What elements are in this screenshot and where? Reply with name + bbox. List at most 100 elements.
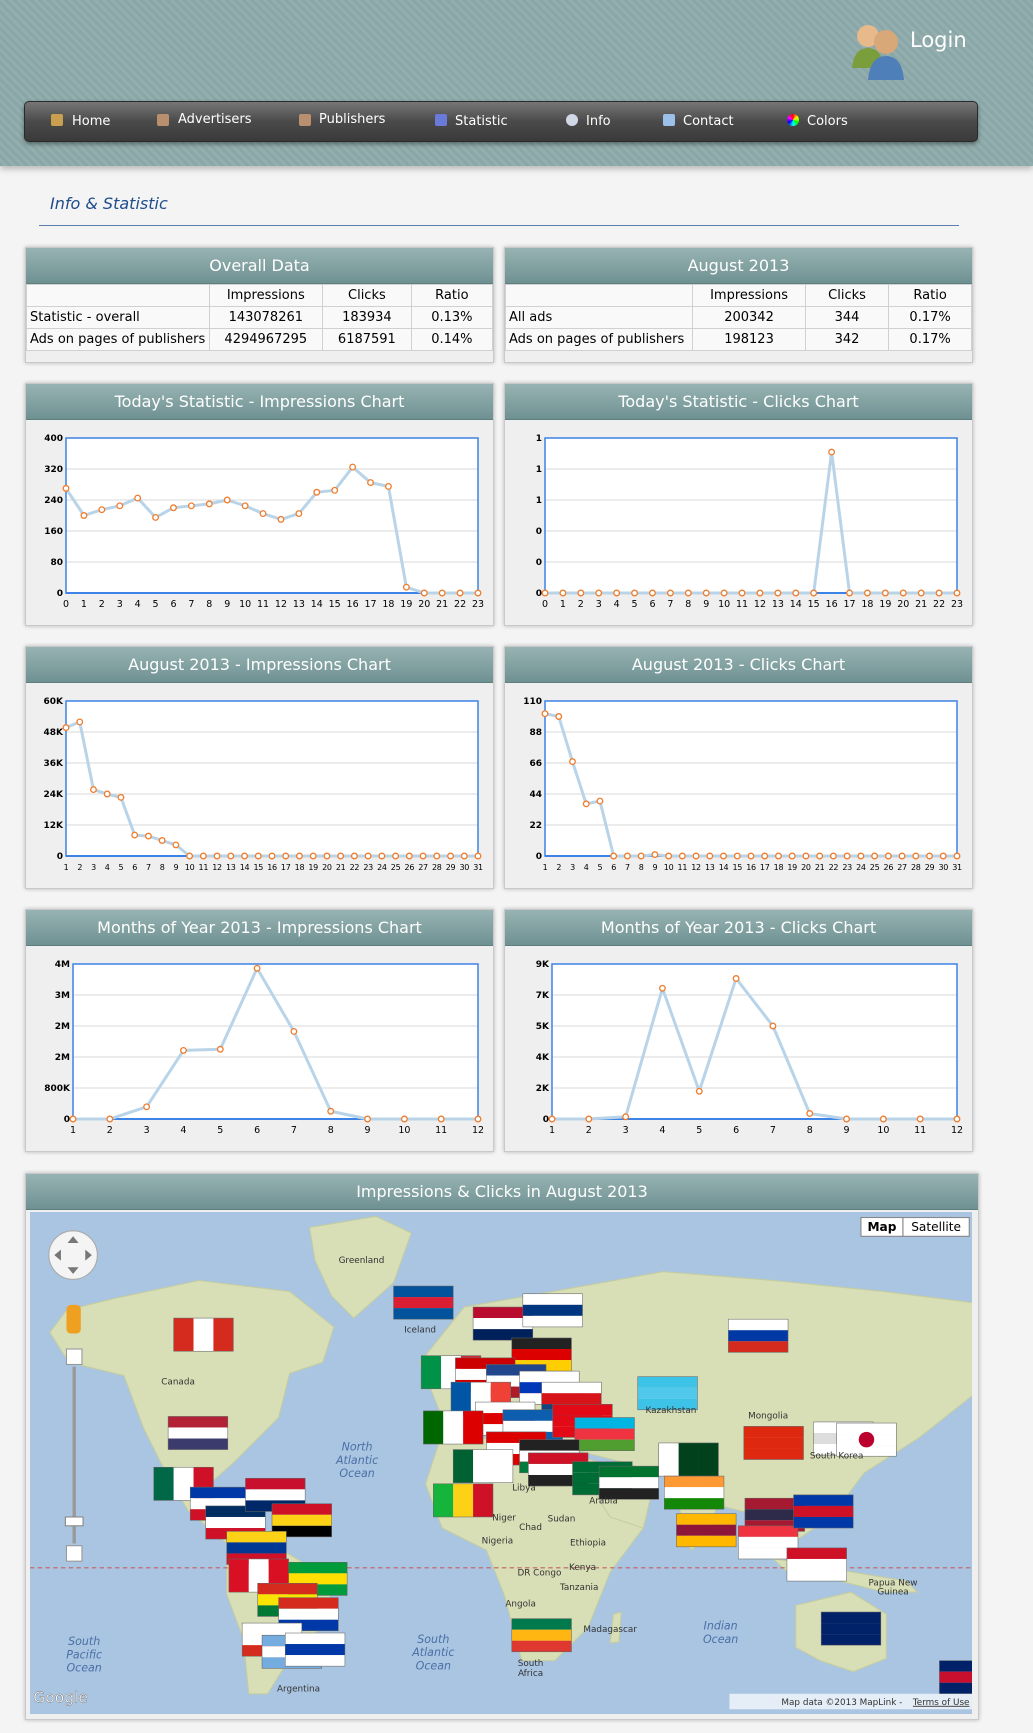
flag-stripe <box>486 1431 547 1443</box>
nav-item[interactable]: Advertisers <box>178 112 252 127</box>
point <box>651 851 659 859</box>
flag-stripe <box>541 1393 602 1405</box>
login-link[interactable]: Login <box>910 28 967 52</box>
nav-item[interactable]: Info <box>586 114 611 129</box>
x-tick-label: 6 <box>254 1125 260 1136</box>
point <box>384 482 392 490</box>
x-tick-label: 9 <box>703 599 709 610</box>
map-label: South Korea <box>810 1451 864 1461</box>
point <box>769 1022 777 1030</box>
point <box>474 589 482 597</box>
x-tick-label: 13 <box>293 599 305 610</box>
satellite-button[interactable] <box>902 1216 970 1237</box>
y-tick-label: 110 <box>523 697 542 707</box>
point <box>843 1115 850 1123</box>
attribution: Map data ©2013 MapLink - <box>781 1698 902 1708</box>
table-row: Ads on pages of publishers 198123 342 0.17% <box>504 328 972 351</box>
map-label: Ocean <box>703 1633 738 1646</box>
x-tick-label: 4 <box>105 863 110 872</box>
nav-item[interactable]: Contact <box>683 114 734 129</box>
point <box>90 786 97 794</box>
header-cell: Clicks <box>322 284 412 307</box>
table-row: Statistic - overall 143078261 183934 0.13% <box>26 306 494 329</box>
x-tick-label: 23 <box>363 863 373 872</box>
line <box>552 976 957 1121</box>
flag-stripe <box>193 1318 214 1352</box>
flag <box>167 1416 229 1450</box>
point <box>227 852 235 860</box>
table-cell: 344 <box>804 306 890 329</box>
panel-title: August 2013 <box>505 248 972 284</box>
x-tick-label: 5 <box>153 599 159 610</box>
flag-stripe <box>738 1525 798 1537</box>
zoom-thumb[interactable] <box>64 1516 84 1527</box>
point <box>881 589 889 597</box>
pegman[interactable] <box>66 1304 81 1334</box>
point <box>695 1087 703 1095</box>
y-tick-label: 240 <box>44 496 63 506</box>
x-tick-label: 12 <box>754 599 766 610</box>
point <box>843 852 851 860</box>
x-tick-label: 2 <box>586 1125 592 1136</box>
x-tick-label: 17 <box>843 599 855 610</box>
flag-border <box>786 1547 847 1582</box>
point <box>392 852 400 860</box>
point <box>216 1045 224 1053</box>
x-tick-label: 7 <box>188 599 194 610</box>
y-tick-label: 1 <box>536 465 542 475</box>
panel-title: Months of Year 2013 - Clicks Chart <box>505 910 972 946</box>
point <box>205 500 213 508</box>
terms-link[interactable]: Terms of Use <box>912 1698 970 1708</box>
nav-item[interactable]: Publishers <box>319 112 386 127</box>
header-cell: Ratio <box>410 284 494 307</box>
point <box>884 852 892 860</box>
flag-stripe <box>552 1404 613 1416</box>
x-tick-label: 4 <box>659 1125 665 1136</box>
point <box>828 448 836 456</box>
panel-title: August 2013 - Clicks Chart <box>505 647 972 683</box>
x-tick-label: 21 <box>436 599 448 610</box>
zoom-in[interactable] <box>65 1348 83 1366</box>
x-tick-label: 14 <box>311 599 323 610</box>
flag-stripe <box>599 1488 659 1500</box>
y-tick-label: 2K <box>536 1084 550 1094</box>
flag-border <box>423 1410 484 1445</box>
flag <box>793 1494 854 1529</box>
point <box>555 713 563 720</box>
table-cell: 200342 <box>692 306 806 329</box>
x-tick-label: 18 <box>382 599 394 610</box>
flag-stripe <box>245 1478 306 1490</box>
point <box>62 724 70 732</box>
point <box>916 1115 924 1123</box>
flag <box>743 1426 804 1460</box>
flag-stripe <box>793 1516 854 1529</box>
flag-stripe <box>473 1318 533 1330</box>
chart-panel: Months of Year 2013 - Impressions Chart 0… <box>25 909 494 1152</box>
flag-border <box>663 1475 725 1510</box>
point <box>582 800 590 808</box>
nav-item[interactable]: Home <box>72 114 111 129</box>
flag-stripe <box>393 1297 454 1309</box>
y-tick-label: 0 <box>536 558 542 568</box>
flag-stripe <box>421 1355 442 1389</box>
x-tick-label: 5 <box>598 863 603 872</box>
nav-item[interactable]: Colors <box>807 114 848 129</box>
nav-icon <box>157 114 169 126</box>
flag-stripe <box>278 1608 339 1620</box>
flag-stripe <box>637 1387 698 1399</box>
nav-icon <box>435 114 447 126</box>
flag-border <box>433 1483 494 1518</box>
flag-stripe <box>738 1536 798 1548</box>
map-label: Indian <box>704 1620 738 1633</box>
point <box>76 718 84 726</box>
point <box>80 512 88 519</box>
flag <box>728 1318 789 1353</box>
point <box>433 852 441 860</box>
x-tick-label: 19 <box>308 863 318 872</box>
point <box>953 1115 961 1123</box>
flag-stripe <box>511 1618 572 1630</box>
pan-control[interactable] <box>48 1230 98 1280</box>
flag <box>820 1611 882 1646</box>
nav-item[interactable]: Statistic <box>455 114 508 129</box>
zoom-out[interactable] <box>65 1545 83 1562</box>
